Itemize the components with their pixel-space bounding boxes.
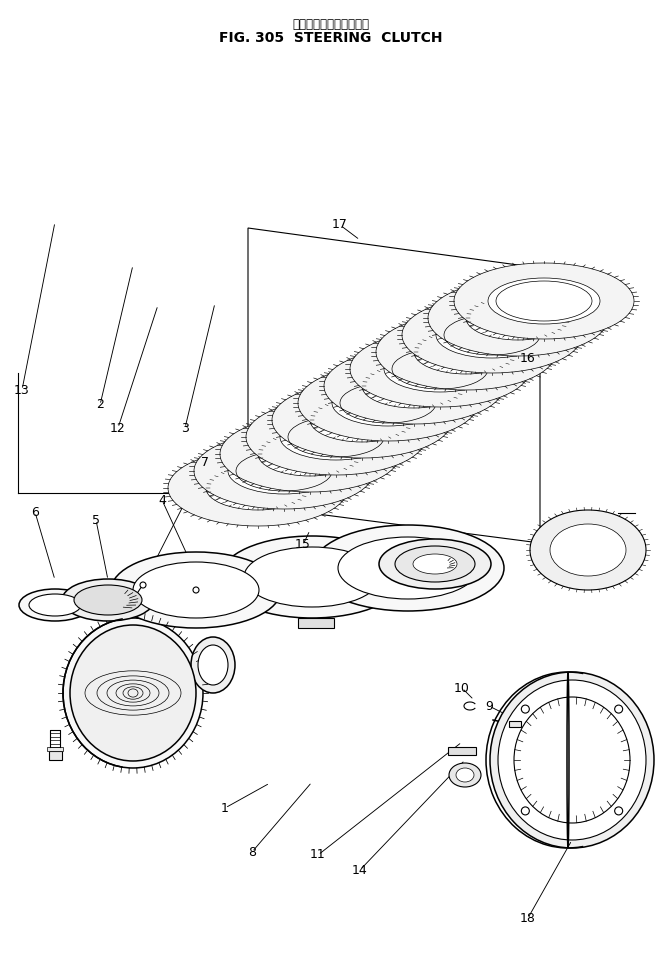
Ellipse shape [111, 552, 281, 628]
Polygon shape [298, 618, 334, 628]
Ellipse shape [530, 510, 646, 590]
Text: 3: 3 [181, 421, 189, 435]
Text: 4: 4 [158, 493, 166, 507]
Text: 2: 2 [96, 399, 104, 412]
Ellipse shape [310, 398, 414, 442]
Ellipse shape [258, 432, 362, 476]
Ellipse shape [246, 399, 426, 475]
Ellipse shape [332, 380, 444, 426]
Ellipse shape [414, 330, 518, 374]
Ellipse shape [324, 348, 504, 424]
Ellipse shape [168, 450, 348, 526]
Ellipse shape [466, 296, 570, 340]
Text: 17: 17 [332, 219, 348, 232]
Ellipse shape [488, 278, 600, 324]
Text: 18: 18 [520, 912, 536, 924]
Text: 15: 15 [295, 538, 311, 552]
Ellipse shape [338, 537, 478, 599]
Text: 1: 1 [221, 802, 229, 814]
Ellipse shape [62, 579, 154, 621]
Ellipse shape [498, 680, 646, 840]
Ellipse shape [384, 346, 496, 392]
Ellipse shape [379, 539, 491, 589]
Ellipse shape [70, 625, 196, 761]
FancyBboxPatch shape [48, 750, 62, 760]
Ellipse shape [454, 263, 634, 339]
Text: 16: 16 [520, 351, 536, 365]
Ellipse shape [206, 466, 310, 510]
Text: 13: 13 [14, 383, 30, 397]
Ellipse shape [198, 645, 228, 685]
Ellipse shape [550, 524, 626, 576]
Text: 7: 7 [201, 456, 209, 470]
Ellipse shape [220, 536, 404, 618]
Ellipse shape [490, 672, 654, 848]
Ellipse shape [312, 525, 504, 611]
Ellipse shape [244, 547, 380, 607]
Circle shape [521, 705, 529, 713]
Ellipse shape [74, 585, 142, 615]
Text: 6: 6 [31, 506, 39, 519]
Ellipse shape [350, 331, 530, 407]
Ellipse shape [436, 312, 548, 358]
Text: 11: 11 [310, 848, 326, 861]
Circle shape [615, 705, 623, 713]
Polygon shape [448, 747, 476, 755]
Ellipse shape [376, 314, 556, 390]
Ellipse shape [428, 280, 608, 356]
FancyBboxPatch shape [46, 746, 63, 751]
Ellipse shape [133, 562, 259, 618]
Circle shape [140, 582, 146, 588]
Ellipse shape [413, 554, 457, 574]
Ellipse shape [63, 618, 203, 768]
Ellipse shape [362, 364, 466, 408]
Ellipse shape [395, 546, 475, 582]
FancyBboxPatch shape [509, 721, 521, 727]
Ellipse shape [272, 382, 452, 458]
Ellipse shape [29, 594, 81, 616]
Ellipse shape [280, 414, 392, 460]
Text: 14: 14 [352, 863, 368, 877]
Circle shape [193, 587, 199, 593]
Ellipse shape [220, 416, 400, 492]
Circle shape [615, 807, 623, 815]
Ellipse shape [228, 448, 340, 494]
Text: 10: 10 [454, 681, 470, 695]
Ellipse shape [456, 768, 474, 782]
Text: 12: 12 [110, 421, 126, 435]
Ellipse shape [298, 365, 478, 441]
Ellipse shape [402, 297, 582, 373]
Ellipse shape [449, 763, 481, 787]
Ellipse shape [19, 589, 91, 621]
Text: 5: 5 [92, 514, 100, 526]
Circle shape [521, 807, 529, 815]
Text: 9: 9 [485, 700, 493, 712]
Ellipse shape [191, 637, 235, 693]
Text: ステアリング　クラッチ: ステアリング クラッチ [292, 18, 369, 31]
Text: FIG. 305  STEERING  CLUTCH: FIG. 305 STEERING CLUTCH [219, 31, 443, 45]
Text: 8: 8 [248, 846, 256, 858]
Ellipse shape [194, 433, 374, 509]
